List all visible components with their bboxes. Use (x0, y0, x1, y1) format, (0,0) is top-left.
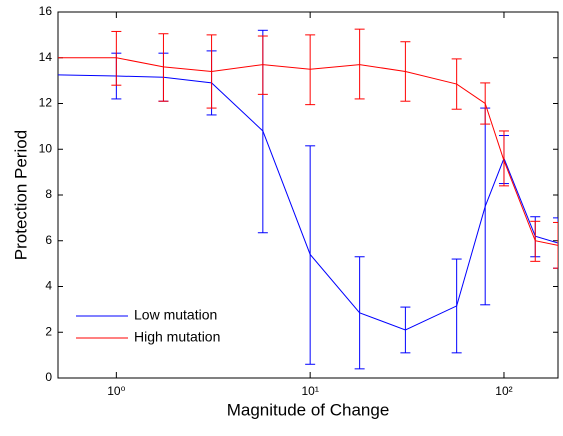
series-line (58, 57, 558, 246)
x-tick-label: 10¹ (301, 384, 318, 398)
y-tick-label: 2 (45, 324, 52, 338)
error-bar (498, 130, 509, 187)
legend-label: Low mutation (134, 307, 217, 323)
x-axis-label: Magnitude of Change (227, 400, 390, 419)
error-bar (305, 145, 316, 365)
series-line (58, 74, 558, 331)
y-tick-label: 16 (39, 4, 53, 18)
error-bar (400, 41, 411, 102)
error-bar (206, 34, 217, 109)
y-tick-label: 4 (45, 279, 52, 293)
legend-label: High mutation (134, 329, 220, 345)
plot-frame (57, 11, 559, 379)
error-bar (451, 258, 462, 354)
error-bar (480, 82, 491, 125)
x-tick-label: 10² (495, 384, 512, 398)
error-bar (400, 306, 411, 354)
error-bar (354, 28, 365, 100)
y-tick-label: 6 (45, 233, 52, 247)
x-tick-label: 10⁰ (107, 384, 125, 398)
error-bar (158, 33, 169, 102)
error-bar (111, 30, 122, 86)
y-axis-label: Protection Period (11, 130, 30, 260)
error-bar (305, 34, 316, 106)
error-bar (530, 220, 541, 262)
y-tick-label: 10 (39, 141, 53, 155)
error-bar (257, 35, 268, 95)
error-bar (553, 221, 558, 269)
plot-area (58, 28, 558, 370)
error-bar (451, 58, 462, 110)
y-tick-label: 8 (45, 187, 52, 201)
y-tick-label: 14 (39, 50, 53, 64)
y-tick-label: 12 (39, 96, 53, 110)
error-bar (480, 107, 491, 306)
error-bar (354, 256, 365, 370)
y-tick-label: 0 (45, 370, 52, 384)
